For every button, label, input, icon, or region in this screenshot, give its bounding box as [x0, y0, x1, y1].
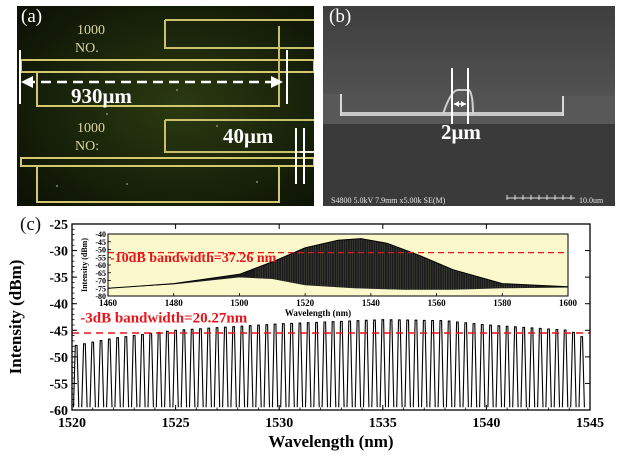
inset-y-axis-label: Intensity (dBm) — [80, 238, 89, 292]
inset-x-tick-label: 1500 — [230, 298, 249, 308]
y-tick-label: -45 — [49, 324, 68, 339]
inset-x-tick-label: 1480 — [165, 298, 184, 308]
y-tick-label: -25 — [49, 218, 68, 233]
y-tick-label: -55 — [49, 377, 68, 392]
inset-y-tick-label: -45 — [95, 238, 106, 247]
inset-y-tick-label: -50 — [95, 246, 106, 255]
inset-y-tick-label: -75 — [95, 284, 106, 293]
sem-info: S4800 5.0kV 7.9mm x5.00k SE(M) — [331, 196, 446, 205]
chip-mark-bottom-1000: 1000 — [77, 121, 105, 136]
x-tick-label: 1530 — [265, 416, 293, 431]
inset-y-tick-label: -55 — [95, 253, 106, 262]
x-tick-label: 1535 — [369, 416, 397, 431]
inset-y-tick-label: -70 — [95, 277, 106, 286]
inset-y-tick-label: -40 — [95, 230, 106, 239]
chip-mark-top-1000: 1000 — [77, 23, 105, 38]
microscope-drawing: 1000 NO. 1000 NO: — [17, 6, 314, 206]
inset-x-tick-label: 1580 — [493, 298, 512, 308]
panel-a-label: (a) — [21, 6, 42, 28]
inset-x-tick-label: 1460 — [99, 298, 118, 308]
width-annotation-b: 2μm — [441, 120, 481, 145]
length-annotation: 930μm — [71, 84, 132, 109]
chip-mark-top-no: NO. — [75, 41, 99, 56]
microscope-image: 1000 NO. 1000 NO: (a) 930μm 40μm — [17, 6, 314, 206]
x-tick-label: 1520 — [58, 416, 86, 431]
sem-drawing: S4800 5.0kV 7.9mm x5.00k SE(M) 10.0um — [323, 6, 615, 206]
panel-c-label: (c) — [20, 214, 41, 236]
x-axis-label: Wavelength (nm) — [268, 432, 393, 451]
y-tick-label: -50 — [49, 351, 68, 366]
y-tick-label: -30 — [49, 245, 68, 260]
bandwidth-10db-label: -10dB bandwidth=37.26 nm — [110, 251, 277, 266]
panel-b-label: (b) — [329, 6, 351, 28]
sem-image: S4800 5.0kV 7.9mm x5.00k SE(M) 10.0um (b… — [323, 6, 615, 206]
x-tick-label: 1525 — [162, 416, 190, 431]
y-tick-label: -35 — [49, 271, 68, 286]
inset-x-tick-label: 1600 — [559, 298, 578, 308]
y-axis-label: Intensity (dBm) — [6, 260, 25, 375]
inset-y-tick-label: -60 — [95, 261, 106, 270]
inset-x-tick-label: 1520 — [296, 298, 315, 308]
sem-scale-label: 10.0um — [579, 196, 604, 205]
chip-mark-bottom-no: NO: — [75, 139, 99, 154]
x-tick-label: 1545 — [576, 416, 604, 431]
y-tick-label: -40 — [49, 298, 68, 313]
inset-x-axis-label: Wavelength (nm) — [285, 308, 351, 318]
bandwidth-3db-label: -3dB bandwidth=20.27nm — [80, 310, 247, 326]
inset-x-tick-label: 1540 — [362, 298, 381, 308]
inset-x-tick-label: 1560 — [428, 298, 447, 308]
width-annotation-a: 40μm — [223, 124, 273, 149]
x-tick-label: 1540 — [472, 416, 500, 431]
inset-y-tick-label: -65 — [95, 269, 106, 278]
